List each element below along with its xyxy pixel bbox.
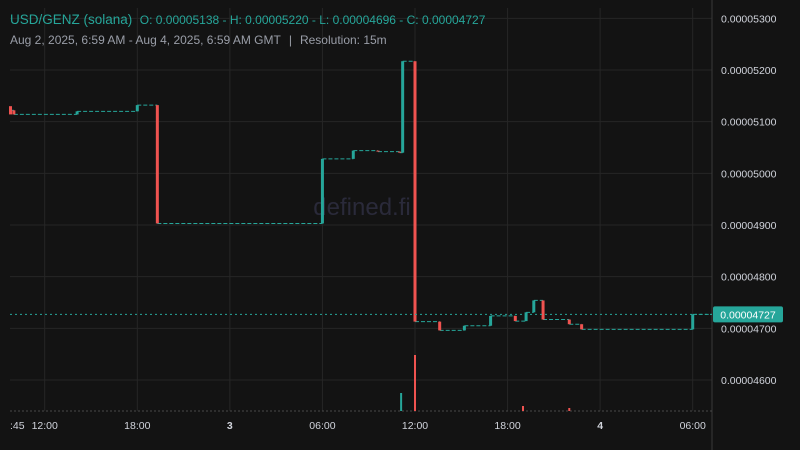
candle-body xyxy=(462,325,466,331)
volume-bar xyxy=(414,355,416,411)
candle-body xyxy=(9,106,12,115)
x-tick-label: 18:00 xyxy=(124,420,150,432)
candle-body xyxy=(398,151,402,153)
current-price-tag xyxy=(713,306,783,323)
pair-title: USD/GENZ (solana) xyxy=(10,12,133,27)
volume-bar xyxy=(522,406,524,411)
candle-body xyxy=(320,158,324,224)
chart-subheader: Aug 2, 2025, 6:59 AM - Aug 4, 2025, 6:59… xyxy=(10,33,387,47)
y-axis: 0.00005300 0.00005200 0.00005100 0.00005000… xyxy=(721,13,777,387)
x-tick-label: :45 xyxy=(10,420,25,432)
x-tick-label: 12:00 xyxy=(32,420,58,432)
candle-body xyxy=(567,319,571,325)
x-tick-label: 4 xyxy=(597,420,603,432)
x-tick-label: 3 xyxy=(227,420,233,432)
separator: | xyxy=(288,33,292,47)
candle-body xyxy=(489,315,493,326)
ohlc-readout: O: 0.00005138 - H: 0.00005220 - L: 0.000… xyxy=(139,13,486,27)
current-price-marker: 0.00004727 xyxy=(10,306,783,323)
y-tick-label: 0.00004700 xyxy=(721,323,777,335)
x-tick-label: 18:00 xyxy=(494,420,520,432)
x-axis: :45 12:00 18:00 3 06:00 12:00 18:00 4 06:00 xyxy=(10,420,706,432)
volume-bar xyxy=(568,408,571,411)
candle-body xyxy=(75,111,79,115)
candle-body xyxy=(438,321,442,331)
x-tick-label: 06:00 xyxy=(680,420,706,432)
volume-bar xyxy=(400,393,403,411)
y-tick-label: 0.00004900 xyxy=(721,220,777,232)
candle-body xyxy=(691,314,695,330)
candle-body xyxy=(12,110,16,115)
resolution-label: Resolution: 15m xyxy=(299,33,387,47)
watermark: defined.fi xyxy=(313,194,410,221)
y-tick-label: 0.00005300 xyxy=(721,13,777,25)
chart-header: USD/GENZ (solana) O: 0.00005138 - H: 0.0… xyxy=(10,12,485,27)
candle-body xyxy=(513,315,517,322)
candle-body xyxy=(376,150,380,152)
candle-body xyxy=(532,300,536,313)
candle-body xyxy=(155,105,159,224)
candle-body xyxy=(401,61,405,153)
volume-bars xyxy=(400,355,571,411)
y-tick-label: 0.00005100 xyxy=(721,117,777,129)
y-tick-label: 0.00004800 xyxy=(721,272,777,284)
y-tick-label: 0.00005200 xyxy=(721,65,777,77)
candle-body xyxy=(351,150,355,159)
x-tick-label: 12:00 xyxy=(402,420,428,432)
candle-body xyxy=(524,312,528,322)
candle-body xyxy=(413,61,417,322)
candle-body xyxy=(580,324,584,330)
date-range: Aug 2, 2025, 6:59 AM - Aug 4, 2025, 6:59… xyxy=(10,33,281,47)
current-price-label: 0.00004727 xyxy=(720,309,776,321)
candle-body xyxy=(135,105,139,112)
candle-body xyxy=(541,300,545,320)
y-tick-label: 0.00005000 xyxy=(721,168,777,180)
chart-grid xyxy=(10,0,713,450)
x-tick-label: 06:00 xyxy=(309,420,335,432)
y-tick-label: 0.00004600 xyxy=(721,375,777,387)
